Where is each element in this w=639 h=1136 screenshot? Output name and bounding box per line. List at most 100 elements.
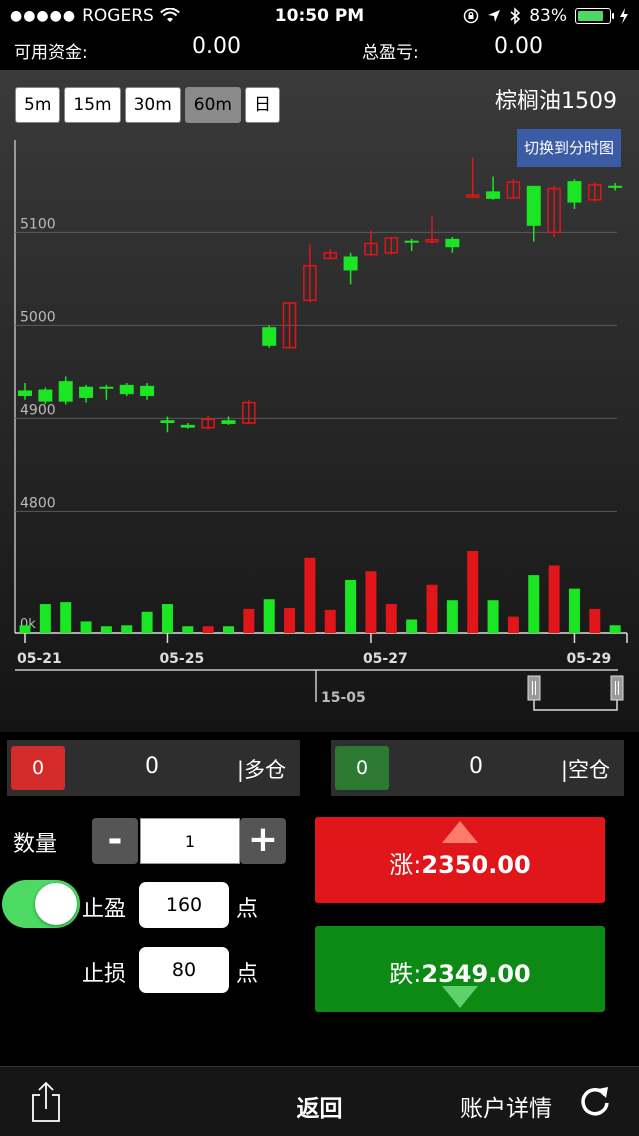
- sell-direction-label: 跌:: [389, 960, 422, 988]
- total-pnl-value: 0.00: [494, 34, 543, 59]
- stop-loss-label: 止损: [82, 962, 127, 987]
- candle-body: [201, 418, 215, 429]
- volume-bar: [446, 600, 458, 633]
- volume-bar: [324, 609, 336, 633]
- candle-body: [79, 386, 94, 398]
- candle-body: [140, 385, 155, 397]
- long-position-panel: 0 0 |多仓: [7, 740, 300, 796]
- volume-bar: [243, 608, 255, 633]
- switch-to-timeshare-button[interactable]: 切换到分时图: [517, 129, 621, 167]
- candle-body: [160, 420, 175, 424]
- sell-down-button[interactable]: 跌:2349.00: [315, 926, 605, 1012]
- stop-loss-unit: 点: [236, 962, 259, 987]
- account-summary: 可用资金: 0.00 总盈亏: 0.00: [0, 34, 639, 70]
- back-button[interactable]: 返回: [296, 1096, 343, 1122]
- available-funds-value: 0.00: [192, 34, 241, 59]
- volume-bar: [304, 557, 316, 633]
- volume-bar: [467, 551, 479, 633]
- volume-bar: [121, 625, 133, 633]
- long-position-badge: 0: [11, 746, 65, 790]
- take-profit-input[interactable]: [139, 882, 229, 928]
- candle-body: [547, 187, 561, 234]
- candle-body: [343, 256, 358, 271]
- wifi-icon: [159, 8, 180, 22]
- volume-bar: [100, 626, 112, 633]
- volume-bar: [80, 621, 92, 633]
- available-funds-label: 可用资金:: [14, 43, 88, 63]
- battery-level: [578, 11, 603, 21]
- take-profit-stop-loss-toggle[interactable]: [2, 880, 80, 928]
- candle-body: [506, 181, 521, 199]
- quantity-input[interactable]: [140, 818, 240, 864]
- timeframe-daily-button[interactable]: 日: [245, 87, 280, 123]
- timeframe-30m-button[interactable]: 30m: [124, 87, 181, 123]
- quantity-label: 数量: [13, 832, 58, 857]
- sell-price: 2349.00: [421, 960, 531, 988]
- volume-bar: [19, 625, 31, 633]
- take-profit-label: 止盈: [82, 897, 127, 922]
- volume-bar: [182, 626, 194, 633]
- candle-body: [567, 181, 582, 203]
- volume-bar: [141, 611, 153, 633]
- buy-direction-label: 涨:: [389, 851, 422, 879]
- rotation-lock-icon: [463, 8, 479, 24]
- volume-bar: [263, 599, 275, 633]
- timeframe-selector: 5m 15m 30m 60m 日: [15, 87, 280, 123]
- candle-body: [242, 401, 256, 424]
- candle-body: [262, 327, 277, 346]
- y-tick-label: 5100: [20, 216, 56, 232]
- volume-bar: [507, 616, 519, 633]
- arrow-up-icon: [442, 821, 478, 843]
- candle-body: [465, 194, 480, 198]
- bluetooth-icon: [510, 7, 521, 25]
- x-tick-label: 05-29: [566, 651, 611, 667]
- volume-bar: [223, 626, 234, 633]
- carrier-name: ROGERS: [82, 6, 154, 26]
- candle-body: [526, 185, 541, 226]
- candle-body: [18, 390, 32, 397]
- share-icon[interactable]: [30, 1081, 62, 1123]
- refresh-icon[interactable]: [578, 1083, 612, 1119]
- chart-panel: 5100 5000 4900 4800 0k 05-21 05-25 05-27 05-29 15…: [0, 70, 639, 732]
- candle-body: [303, 265, 317, 301]
- increase-quantity-button[interactable]: +: [240, 818, 286, 864]
- x-tick-label: 05-27: [363, 651, 408, 667]
- status-time: 10:50 PM: [274, 6, 365, 26]
- volume-bar: [548, 565, 560, 633]
- buy-up-button[interactable]: 涨:2350.00: [315, 817, 605, 903]
- short-position-panel: 0 0 |空仓: [331, 740, 624, 796]
- bottom-toolbar: 返回 账户详情: [0, 1066, 639, 1136]
- stop-loss-input[interactable]: [139, 947, 229, 993]
- volume-bar: [161, 604, 173, 633]
- sell-label: 跌:2349.00: [315, 954, 605, 989]
- charging-icon: [620, 8, 628, 24]
- timeframe-60m-button[interactable]: 60m: [184, 87, 241, 123]
- status-left: ●●●●● ROGERS: [10, 6, 180, 26]
- decrease-quantity-button[interactable]: -: [92, 818, 138, 864]
- candle-body: [282, 302, 297, 349]
- account-details-button[interactable]: 账户详情: [460, 1096, 552, 1122]
- buy-price: 2350.00: [421, 851, 531, 879]
- status-right: 83%: [463, 6, 629, 26]
- y-tick-label: 5000: [20, 309, 56, 325]
- navigator-label: 15-05: [321, 690, 366, 706]
- candle-body: [180, 424, 195, 428]
- volume-bar: [609, 625, 621, 633]
- volume-bar: [589, 608, 601, 633]
- navigator-window: [533, 684, 618, 711]
- candle-body: [99, 386, 114, 389]
- candle-body: [364, 242, 378, 256]
- candle-body: [588, 184, 602, 201]
- x-tick-label: 05-25: [159, 651, 204, 667]
- total-pnl-label: 总盈亏:: [362, 43, 419, 63]
- take-profit-unit: 点: [236, 897, 259, 922]
- long-position-label: |多仓: [236, 758, 286, 782]
- candle-body: [486, 191, 501, 199]
- navigator-handle: [610, 675, 624, 701]
- candle-body: [38, 389, 53, 402]
- candle-body: [404, 240, 419, 243]
- timeframe-5m-button[interactable]: 5m: [15, 87, 61, 123]
- candle-body: [221, 420, 236, 424]
- timeframe-15m-button[interactable]: 15m: [64, 87, 121, 123]
